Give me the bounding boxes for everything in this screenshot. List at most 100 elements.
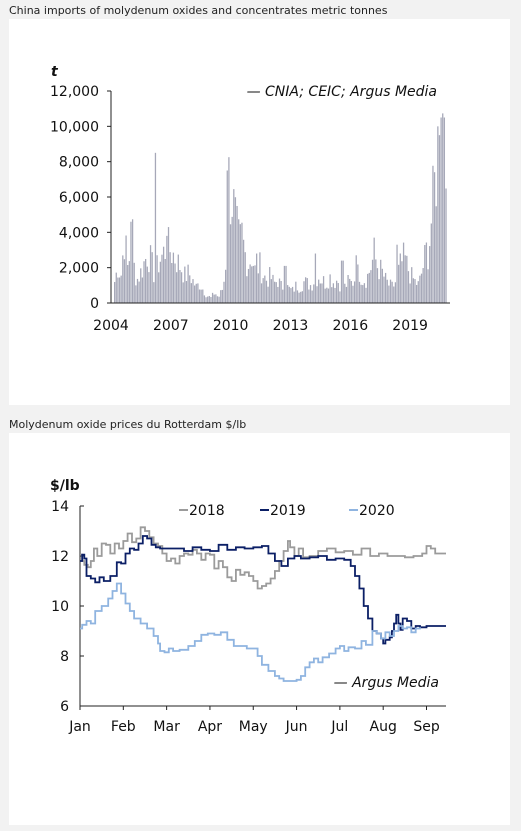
bar	[218, 296, 220, 303]
bar	[353, 281, 356, 303]
bar	[352, 285, 354, 303]
bar	[290, 288, 292, 303]
bar	[239, 224, 241, 303]
bar	[156, 255, 158, 303]
bar	[322, 276, 325, 303]
bar	[342, 260, 344, 303]
bar	[169, 252, 171, 303]
chart2-y-axis: 14 12 10 8 6	[51, 499, 84, 715]
bar	[143, 261, 145, 303]
bar	[159, 261, 161, 303]
bar	[398, 264, 400, 303]
chart1-y-axis: 12,000 10,000 8,000 6,000 4,000 2,000 0	[50, 84, 112, 312]
bar	[319, 283, 321, 303]
bar	[233, 189, 235, 303]
bar	[376, 268, 379, 303]
chart2-panel: $/lb 2018 2019 2020 — Argus Media 14 12 10 8 6…	[9, 433, 510, 825]
chart2-caption: Molydenum oxide prices du Rotterdam $/lb	[9, 418, 247, 431]
bar	[419, 275, 421, 303]
bar	[257, 273, 259, 303]
bar	[226, 170, 228, 303]
bar	[117, 277, 119, 303]
chart1-x-axis: 2004 2007 2010 2013 2016 2019	[93, 302, 450, 334]
bar	[185, 281, 188, 303]
bar	[380, 259, 382, 303]
bar	[404, 255, 406, 303]
bar	[236, 205, 238, 303]
chart2-x-tick-label: Apr	[198, 719, 222, 735]
bar	[205, 297, 207, 303]
bar	[420, 273, 423, 303]
series-line-2019	[80, 535, 446, 645]
bar	[115, 272, 117, 303]
bar	[367, 273, 369, 303]
bar	[225, 269, 227, 303]
bar	[246, 276, 248, 303]
bar	[326, 287, 328, 303]
bar	[195, 283, 197, 303]
chart1-x-tick-label: 2004	[93, 318, 129, 334]
bar	[429, 246, 431, 303]
bar	[216, 296, 219, 303]
chart1-y-tick-label: 12,000	[50, 84, 99, 100]
bar	[162, 246, 165, 303]
bar	[264, 275, 266, 303]
bar	[370, 270, 372, 303]
bar	[221, 289, 224, 303]
bar	[123, 259, 126, 303]
bar	[415, 284, 418, 303]
bar	[242, 239, 245, 303]
bar	[247, 268, 250, 303]
bar	[412, 278, 414, 303]
bar	[283, 265, 286, 303]
chart2-y-tick-label: 6	[60, 699, 69, 715]
bar	[321, 283, 323, 303]
chart2-legend: 2018 2019 2020	[179, 503, 395, 519]
bar	[313, 284, 315, 303]
bar	[373, 237, 375, 303]
bar	[241, 222, 243, 303]
bar	[445, 188, 447, 303]
bar	[200, 289, 202, 303]
series-line-2018	[80, 526, 446, 590]
bar	[118, 277, 121, 303]
bar	[298, 292, 300, 303]
bar	[269, 267, 271, 303]
bar	[430, 223, 432, 303]
bar	[148, 272, 150, 303]
chart1-source-dash: —	[247, 84, 265, 100]
bar	[350, 281, 352, 303]
bar	[414, 279, 416, 303]
bar	[357, 264, 359, 303]
bar	[141, 277, 144, 303]
bar	[189, 275, 191, 303]
bar	[371, 259, 374, 303]
bar	[252, 265, 255, 303]
bar	[339, 291, 341, 303]
chart1-x-tick-label: 2019	[392, 318, 428, 334]
bar	[358, 281, 361, 303]
bar	[329, 274, 331, 303]
bar	[368, 272, 370, 303]
bar	[280, 281, 282, 303]
bar	[273, 281, 276, 303]
bar	[402, 242, 405, 303]
bar	[399, 253, 401, 303]
bar	[411, 267, 413, 303]
bar	[184, 266, 186, 303]
bar	[254, 265, 256, 303]
bar	[409, 283, 411, 303]
bar	[381, 268, 383, 303]
bar	[130, 221, 132, 303]
bar	[296, 290, 299, 303]
bar	[262, 278, 264, 303]
bar	[308, 289, 310, 303]
bar	[234, 197, 237, 303]
chart1-y-tick-label: 8,000	[59, 155, 99, 171]
bar	[432, 165, 434, 303]
bar	[229, 224, 232, 303]
bar	[386, 279, 388, 303]
chart2-source-text: Argus Media	[351, 675, 439, 691]
bar	[180, 272, 183, 303]
bar	[128, 261, 130, 303]
